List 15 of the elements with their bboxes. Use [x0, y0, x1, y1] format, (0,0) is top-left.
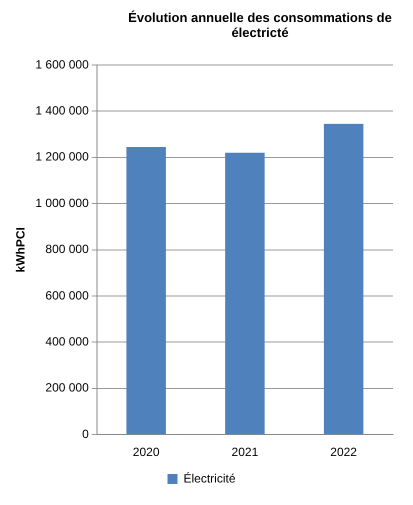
y-tick-label: 1 400 000 — [35, 104, 90, 118]
y-tick-label: 800 000 — [45, 242, 90, 256]
y-tick-label: 1 000 000 — [35, 196, 90, 210]
y-tick-label: 0 — [82, 426, 90, 441]
legend-label: Électricité — [183, 471, 236, 486]
y-tick-label: 1 200 000 — [35, 150, 90, 164]
x-tick-label: 2021 — [232, 445, 259, 460]
y-axis-title: kWhPCI — [14, 227, 28, 272]
y-tick-label: 200 000 — [45, 380, 90, 395]
x-tick-label: 2022 — [330, 445, 358, 460]
x-tick-label: 2020 — [132, 445, 160, 460]
chart-title: Évolution annuelle des consommations de électricté — [127, 10, 393, 40]
y-tick-label: 1 600 000 — [35, 57, 90, 72]
y-tick-label: 400 000 — [45, 334, 90, 349]
y-tick-label: 600 000 — [45, 288, 90, 302]
